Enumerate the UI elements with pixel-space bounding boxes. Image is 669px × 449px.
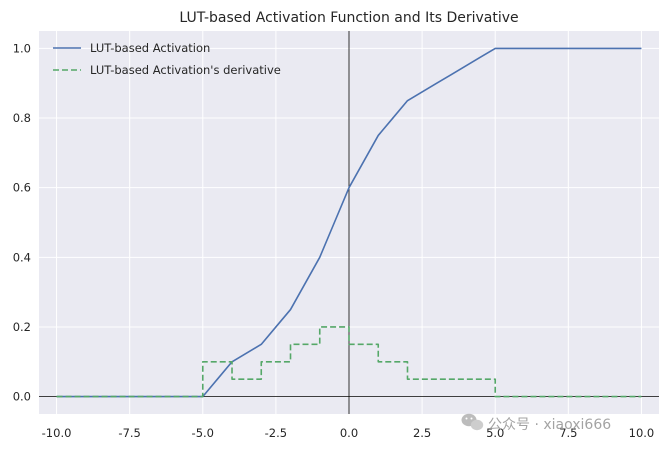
series-layer (56, 47, 642, 398)
legend: LUT-based Activation LUT-based Activatio… (53, 41, 281, 77)
watermark: 公众号 · xiaoxi666 (461, 413, 611, 433)
y-tick-label: 1.0 (13, 41, 31, 55)
y-axis-ticks: 0.0 0.2 0.4 0.6 0.8 1.0 (13, 41, 31, 403)
y-tick-label: 0.8 (13, 111, 31, 125)
x-tick-label: -2.5 (265, 426, 287, 440)
legend-label-activation: LUT-based Activation (90, 41, 210, 55)
chart-title: LUT-based Activation Function and Its De… (179, 10, 518, 26)
y-tick-label: 0.4 (13, 250, 31, 264)
x-tick-label: 2.5 (413, 426, 431, 440)
y-tick-label: 0.2 (13, 320, 31, 334)
x-tick-label: 5.0 (486, 426, 504, 440)
legend-label-derivative: LUT-based Activation's derivative (90, 63, 281, 77)
y-tick-label: 0.6 (13, 181, 31, 195)
x-tick-label: 10.0 (629, 426, 655, 440)
x-tick-label: 0.0 (340, 426, 358, 440)
y-tick-label: 0.0 (13, 390, 31, 404)
x-tick-label: -10.0 (42, 426, 72, 440)
series-line-derivative (56, 326, 642, 398)
watermark-text: 公众号 · xiaoxi666 (488, 417, 611, 433)
wechat-icon (461, 413, 484, 431)
x-axis-ticks: -10.0 -7.5 -5.0 -2.5 0.0 2.5 5.0 7.5 10.0 (42, 426, 655, 440)
x-tick-label: 7.5 (559, 426, 577, 440)
series-line-activation (56, 47, 642, 398)
x-tick-label: -5.0 (192, 426, 214, 440)
x-tick-label: -7.5 (118, 426, 140, 440)
